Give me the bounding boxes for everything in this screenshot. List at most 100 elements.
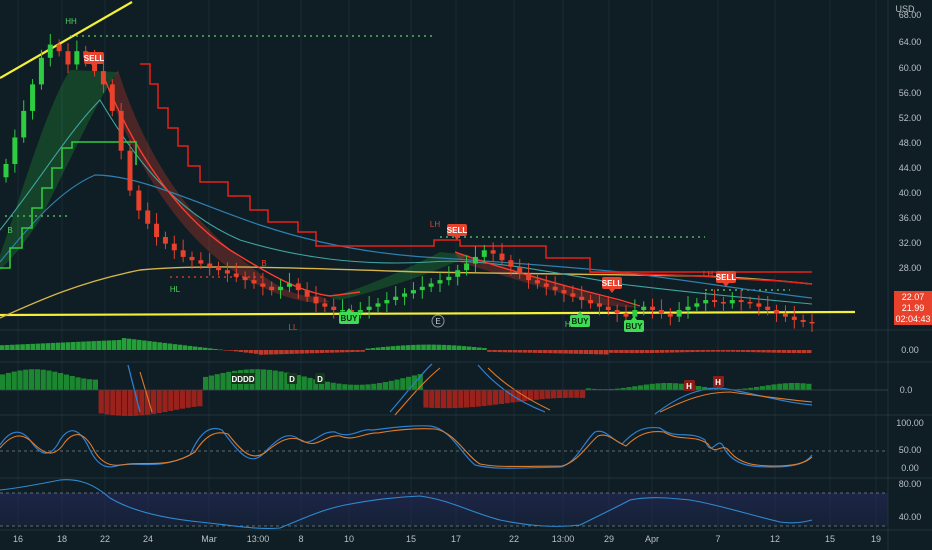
macd-bar (624, 350, 629, 354)
candle-body (180, 250, 186, 257)
macd-bar (86, 341, 91, 350)
candle-body (596, 303, 602, 307)
candle-body (3, 164, 9, 178)
candle-body (30, 84, 36, 111)
structure-label-hl2: HL (565, 320, 576, 329)
candle-body (313, 296, 319, 304)
macd-bar (502, 350, 507, 353)
candle-body (605, 306, 611, 310)
oscillator-bar (371, 383, 377, 390)
macd-bar (487, 350, 492, 352)
oscillator-bar (487, 390, 493, 406)
macd-bar (730, 350, 736, 352)
oscillator-bar (771, 384, 777, 390)
oscillator-bar (133, 390, 139, 416)
macd-bar (751, 350, 756, 353)
oscillator-bar (626, 387, 632, 390)
candle-body (21, 110, 27, 138)
macd-bar (441, 344, 447, 350)
buy-signal[interactable]: BUY (624, 316, 644, 332)
time-tick: Mar (201, 534, 217, 544)
oscillator-bar (307, 377, 313, 390)
macd-bar (299, 350, 304, 354)
oscillator-bar (568, 390, 574, 398)
oscillator-bar (295, 375, 302, 390)
candle-body (508, 260, 514, 267)
buy-signal[interactable]: BUY (339, 308, 359, 324)
macd-bar (644, 350, 650, 354)
oscillator-bar (551, 390, 557, 399)
macd-bar (573, 350, 579, 354)
oscillator-bar (359, 384, 365, 390)
macd-bar (365, 348, 370, 350)
macd-bar (25, 344, 30, 350)
macd-bar (705, 350, 710, 352)
macd-bar (157, 342, 162, 350)
macd-bar (421, 344, 426, 350)
candle-body (614, 310, 620, 314)
structure-label-lh: LH (430, 220, 440, 229)
candle-body (437, 280, 443, 284)
macd-bar (588, 350, 594, 355)
oscillator-bar (174, 390, 180, 410)
last-price: 22.07 (902, 292, 925, 302)
macd-bar (390, 346, 396, 350)
time-tick: 22 (509, 534, 519, 544)
macd-bar (664, 350, 670, 353)
oscillator-bar (197, 390, 203, 407)
macd-bar (334, 350, 340, 353)
macd-bar (182, 345, 188, 350)
macd-bar (482, 347, 487, 350)
oscillator-bar (788, 383, 795, 390)
osc-label: D (289, 375, 295, 384)
macd-bar (532, 350, 538, 353)
candle-body (765, 306, 771, 310)
oscillator-bar (533, 390, 539, 400)
candle-body (667, 313, 673, 317)
macd-histogram (0, 338, 812, 355)
candle-body (747, 302, 753, 304)
candle-body (278, 286, 284, 291)
macd-bar (294, 350, 299, 354)
macd-bar (563, 350, 568, 354)
macd-axis-tick: 0.00 (901, 345, 919, 355)
sell-signal[interactable]: SELL (716, 271, 737, 287)
ma-teal-line (0, 99, 813, 305)
macd-bar (329, 350, 335, 353)
sell-signal[interactable]: SELL (84, 52, 105, 68)
macd-bar (411, 344, 416, 350)
oscillator-bar (435, 390, 441, 409)
event-marker[interactable]: E (431, 314, 445, 328)
ma-blue-line (0, 174, 813, 299)
oscillator-bar (661, 383, 667, 390)
candle-body (304, 290, 310, 297)
oscillator-bar (261, 369, 267, 390)
macd-bar (350, 350, 355, 353)
macd-bar (761, 350, 766, 353)
candle-body (543, 283, 549, 287)
candle-body (331, 306, 337, 310)
oscillator-bar (208, 375, 215, 390)
time-tick: 10 (344, 534, 354, 544)
candle-body (632, 310, 638, 317)
oscillator-bar (255, 369, 261, 390)
candle-body (676, 310, 682, 317)
macd-bar (284, 350, 289, 355)
oscillator-bar (11, 371, 17, 390)
oscillator-bar (319, 380, 325, 390)
sell-signal[interactable]: SELL (447, 224, 468, 240)
candle-body (207, 263, 213, 267)
candle-body (127, 150, 133, 191)
candle-body (340, 310, 346, 312)
macd-bar (456, 345, 462, 350)
buy-signal[interactable]: BUY (570, 311, 590, 327)
macd-bar (715, 350, 721, 352)
oscillator-bar (527, 390, 534, 401)
oscillator-bar (742, 388, 748, 390)
sell-signal[interactable]: SELL (602, 277, 623, 293)
macd-bar (375, 347, 381, 350)
candle-body (694, 303, 700, 307)
macd-bar (669, 350, 675, 353)
oscillator-bar (388, 380, 394, 390)
